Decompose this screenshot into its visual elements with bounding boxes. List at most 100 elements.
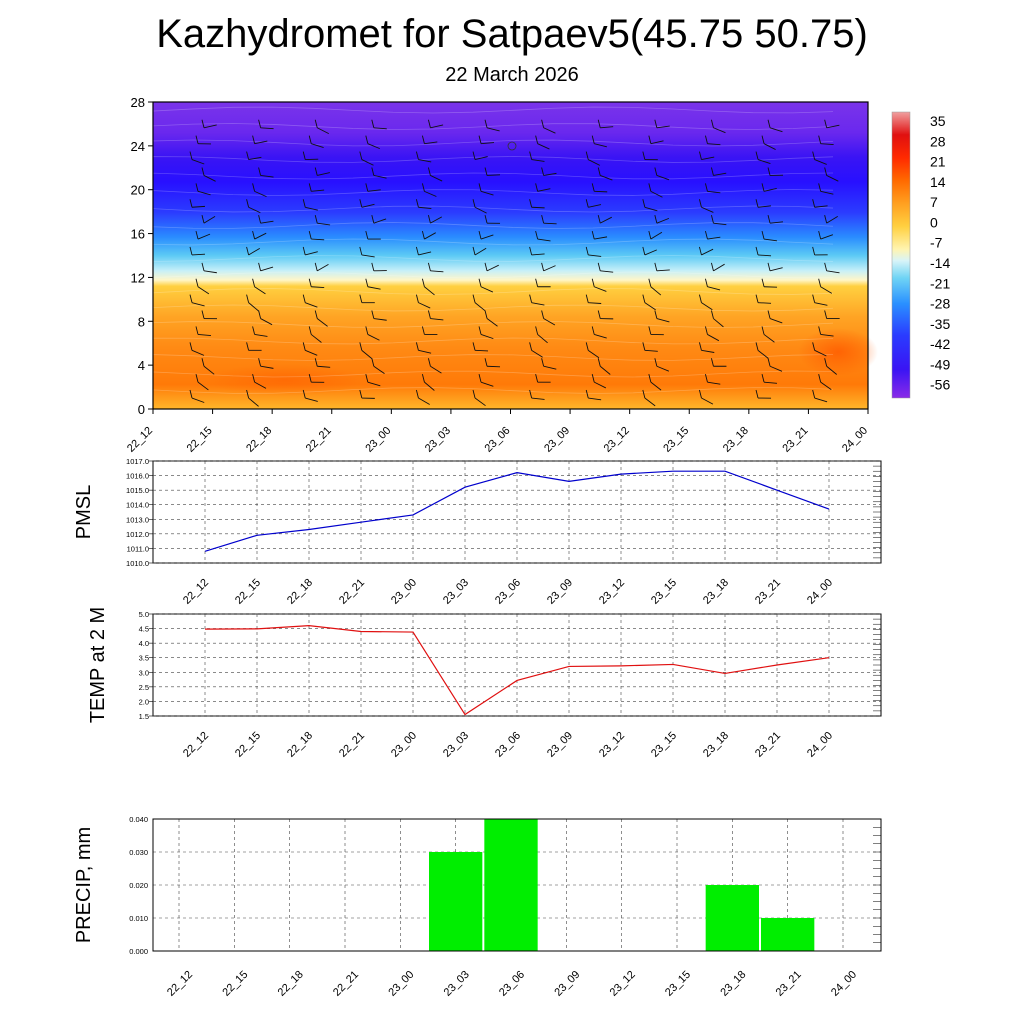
wind-barb [600, 175, 613, 181]
wind-barb [656, 365, 670, 372]
wind-barb-feather [711, 358, 714, 367]
wind-barb [656, 125, 670, 129]
wind-barb-feather [252, 183, 256, 192]
wind-barb-feather [371, 310, 375, 319]
wind-barb-feather [812, 151, 816, 160]
wind-barb-feather [258, 167, 262, 176]
wind-barb-feather [314, 310, 318, 319]
wind-barb [203, 270, 217, 274]
wind-barb [763, 188, 777, 192]
wind-barb-feather [761, 374, 765, 383]
wind-barb-feather [648, 230, 652, 240]
wind-barb-feather [699, 199, 702, 208]
wind-barb [367, 381, 381, 387]
wind-barb [367, 334, 380, 341]
wind-barb [260, 365, 274, 369]
x-tick-label: 23_09 [545, 577, 575, 607]
x-tick-label: 22_12 [165, 969, 195, 999]
wind-barb [418, 349, 432, 354]
wind-barb [317, 365, 331, 368]
x-tick-label: 22_12 [181, 577, 211, 607]
x-tick-label: 22_12 [125, 425, 155, 455]
chart-date: 22 March 2026 [445, 64, 579, 86]
wind-barb [758, 254, 772, 257]
wind-barb-feather [478, 135, 482, 144]
wind-barb-feather [529, 199, 533, 208]
x-tick-label: 23_18 [701, 730, 731, 760]
wind-barb-feather [415, 151, 419, 160]
wind-barb-feather [711, 119, 714, 128]
wind-barb [430, 318, 444, 321]
colorbar-label: -49 [930, 356, 950, 372]
wind-barb-feather [484, 358, 488, 367]
wind-barb-feather [415, 199, 419, 208]
wind-barb-feather [642, 246, 646, 256]
y-axis-label: TEMP at 2 M [87, 607, 109, 723]
x-tick-label: 23_21 [780, 425, 810, 455]
wind-barb-feather [421, 230, 425, 240]
wind-barb [197, 286, 210, 295]
wind-barb [588, 204, 602, 208]
x-tick-label: 23_03 [442, 969, 472, 999]
wind-barb-feather [755, 342, 759, 351]
wind-barb-feather [648, 326, 652, 335]
wind-barb-feather [642, 199, 646, 208]
wind-barb [537, 143, 550, 150]
wind-barb-feather [705, 374, 708, 383]
colorbar-label: -28 [930, 296, 950, 312]
wind-barb-feather [812, 246, 816, 256]
x-tick-label: 24_00 [829, 969, 859, 999]
wind-barb-feather [359, 246, 363, 256]
wind-barb [480, 286, 494, 293]
x-tick-label: 23_12 [597, 730, 627, 760]
contour-line [152, 321, 834, 328]
wind-barb-feather [597, 167, 601, 176]
plot-frame-outline [152, 818, 882, 952]
contour-line [152, 271, 834, 279]
wind-barb [650, 140, 664, 145]
wind-barb [814, 159, 827, 165]
wind-barb [543, 365, 557, 370]
colorbar-label: 0 [930, 214, 938, 230]
wind-barb [203, 365, 215, 375]
wind-barb-feather [472, 294, 476, 303]
wind-barb-feather [189, 151, 193, 160]
x-tick-label: 24_00 [840, 425, 870, 455]
wind-barb-feather [258, 358, 262, 367]
wind-barb-feather [761, 326, 765, 335]
wind-barb [197, 190, 211, 196]
x-tick-label: 23_06 [497, 969, 527, 999]
x-tick-label: 22_12 [181, 730, 211, 760]
wind-barb-feather [585, 389, 589, 399]
wind-barb [769, 267, 783, 272]
wind-barb-feather [585, 342, 589, 351]
wind-barb-feather [529, 246, 533, 256]
wind-barb [260, 127, 274, 130]
wind-barb-feather [484, 215, 488, 224]
wind-barb-feather [541, 358, 545, 367]
contour-line [152, 255, 834, 262]
wind-barb [191, 253, 206, 256]
wind-barb [317, 222, 331, 226]
wind-barb-feather [195, 230, 199, 240]
wind-barb-feather [308, 278, 312, 287]
x-tick-label: 24_00 [805, 577, 835, 607]
colorbar-label: 21 [930, 154, 946, 170]
wind-barb-feather [314, 215, 318, 224]
wind-barb-feather [484, 119, 488, 128]
wind-barb-feather [359, 389, 363, 399]
wind-barb-feather [755, 294, 759, 303]
wind-barb-feather [359, 342, 363, 351]
wind-barb [418, 159, 432, 163]
x-tick-label: 23_06 [493, 577, 523, 607]
x-tick-label: 23_18 [718, 969, 748, 999]
wind-barb [543, 127, 556, 134]
wind-barb-feather [648, 374, 652, 383]
colorbar-label: -21 [930, 275, 950, 291]
precip-bar [484, 819, 538, 951]
wind-barb [820, 190, 834, 195]
wind-barb [826, 124, 840, 129]
wind-barb-feather [246, 294, 250, 303]
wind-barb-feather [478, 230, 482, 240]
